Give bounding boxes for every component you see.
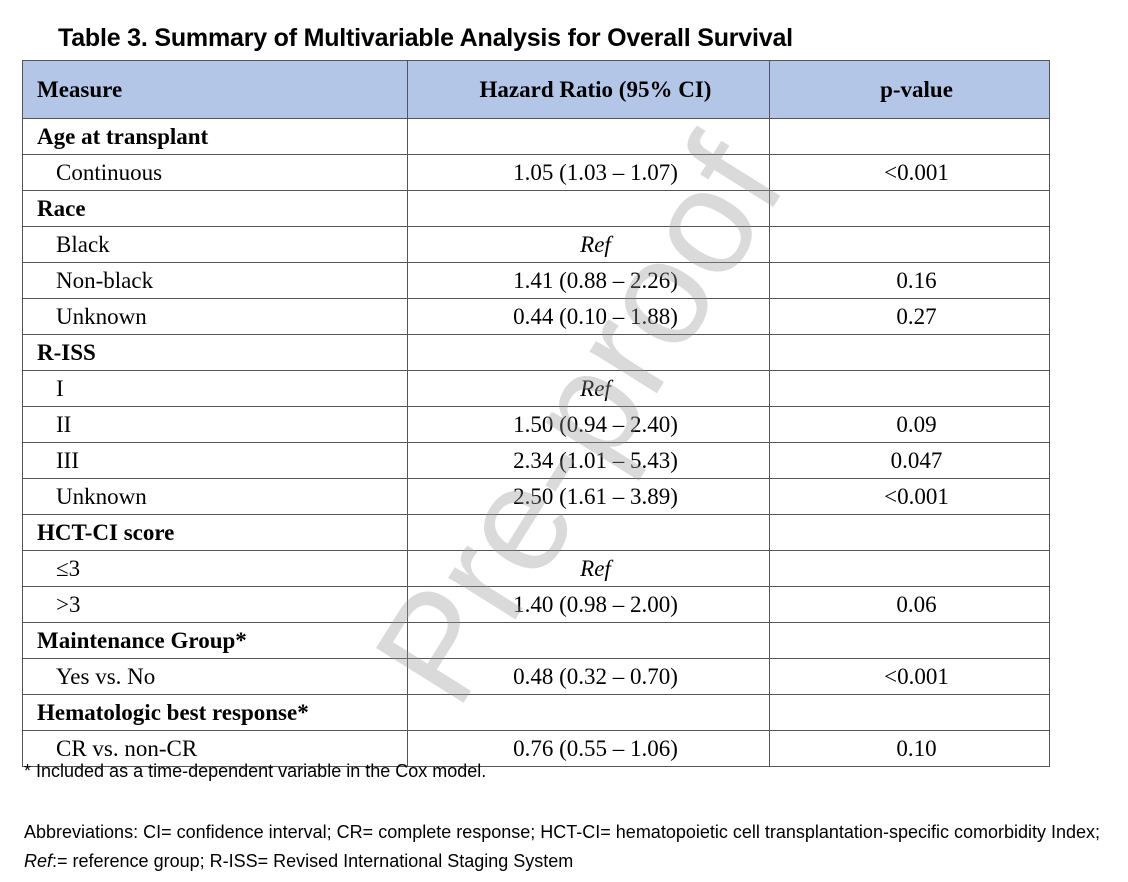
section-row: Maintenance Group* bbox=[22, 622, 1050, 659]
hazard-ratio-cell: 1.41 (0.88 – 2.26) bbox=[407, 262, 770, 299]
table-row: ≤3 Ref bbox=[22, 550, 1050, 587]
table-row: Non-black 1.41 (0.88 – 2.26) 0.16 bbox=[22, 262, 1050, 299]
p-value-cell bbox=[769, 370, 1050, 407]
measure-cell: ≤3 bbox=[22, 550, 408, 587]
summary-table: Measure Hazard Ratio (95% CI) p-value Ag… bbox=[22, 60, 1050, 767]
table-row: III 2.34 (1.01 – 5.43) 0.047 bbox=[22, 442, 1050, 479]
hazard-ratio-cell: Ref bbox=[407, 226, 770, 263]
measure-cell: Non-black bbox=[22, 262, 408, 299]
section-row: HCT-CI score bbox=[22, 514, 1050, 551]
table-title: Table 3. Summary of Multivariable Analys… bbox=[58, 24, 793, 52]
p-value-cell: <0.001 bbox=[769, 154, 1050, 191]
hazard-ratio-cell: 0.76 (0.55 – 1.06) bbox=[407, 730, 770, 767]
table-row: Black Ref bbox=[22, 226, 1050, 263]
column-header-hazard-ratio: Hazard Ratio (95% CI) bbox=[407, 60, 770, 119]
hazard-ratio-cell: 2.50 (1.61 – 3.89) bbox=[407, 478, 770, 515]
p-value-cell: <0.001 bbox=[769, 658, 1050, 695]
hazard-ratio-cell: 1.50 (0.94 – 2.40) bbox=[407, 406, 770, 443]
abbreviations-note: Abbreviations: CI= confidence interval; … bbox=[24, 818, 1114, 876]
section-row: Hematologic best response* bbox=[22, 694, 1050, 731]
section-row: R-ISS bbox=[22, 334, 1050, 371]
p-value-cell: 0.16 bbox=[769, 262, 1050, 299]
column-header-p-value: p-value bbox=[769, 60, 1050, 119]
measure-cell: >3 bbox=[22, 586, 408, 623]
section-row: Age at transplant bbox=[22, 118, 1050, 155]
abbreviations-text-1: : CI= confidence interval; CR= complete … bbox=[133, 822, 1101, 842]
table-row: I Ref bbox=[22, 370, 1050, 407]
hazard-ratio-cell: 2.34 (1.01 – 5.43) bbox=[407, 442, 770, 479]
measure-cell: I bbox=[22, 370, 408, 407]
footnote: * Included as a time-dependent variable … bbox=[24, 761, 487, 781]
measure-cell: Yes vs. No bbox=[22, 658, 408, 695]
p-value-cell bbox=[769, 190, 1050, 227]
measure-cell: Continuous bbox=[22, 154, 408, 191]
p-value-cell: <0.001 bbox=[769, 478, 1050, 515]
p-value-cell: 0.047 bbox=[769, 442, 1050, 479]
p-value-cell bbox=[769, 694, 1050, 731]
measure-cell: CR vs. non-CR bbox=[22, 730, 408, 767]
table-row: Unknown 0.44 (0.10 – 1.88) 0.27 bbox=[22, 298, 1050, 335]
measure-cell: Unknown bbox=[22, 298, 408, 335]
hazard-ratio-cell: 0.44 (0.10 – 1.88) bbox=[407, 298, 770, 335]
table-row: Yes vs. No 0.48 (0.32 – 0.70) <0.001 bbox=[22, 658, 1050, 695]
measure-cell: R-ISS bbox=[22, 334, 408, 371]
p-value-cell bbox=[769, 226, 1050, 263]
p-value-cell: 0.06 bbox=[769, 586, 1050, 623]
hazard-ratio-cell bbox=[407, 622, 770, 659]
p-value-cell: 0.10 bbox=[769, 730, 1050, 767]
abbreviations-text-2: := reference group; R-ISS= Revised Inter… bbox=[52, 851, 574, 871]
table-row: Continuous 1.05 (1.03 – 1.07) <0.001 bbox=[22, 154, 1050, 191]
p-value-cell bbox=[769, 334, 1050, 371]
hazard-ratio-cell: Ref bbox=[407, 370, 770, 407]
header-row: Measure Hazard Ratio (95% CI) p-value bbox=[22, 60, 1050, 119]
table-row: CR vs. non-CR 0.76 (0.55 – 1.06) 0.10 bbox=[22, 730, 1050, 767]
measure-cell: II bbox=[22, 406, 408, 443]
hazard-ratio-cell: 0.48 (0.32 – 0.70) bbox=[407, 658, 770, 695]
table-row: Unknown 2.50 (1.61 – 3.89) <0.001 bbox=[22, 478, 1050, 515]
column-header-measure: Measure bbox=[22, 60, 408, 119]
p-value-cell: 0.27 bbox=[769, 298, 1050, 335]
measure-cell: Hematologic best response* bbox=[22, 694, 408, 731]
measure-cell: Age at transplant bbox=[22, 118, 408, 155]
hazard-ratio-cell: Ref bbox=[407, 550, 770, 587]
abbreviations-ref: Ref bbox=[24, 851, 53, 871]
measure-cell: Black bbox=[22, 226, 408, 263]
hazard-ratio-cell: 1.05 (1.03 – 1.07) bbox=[407, 154, 770, 191]
p-value-cell bbox=[769, 118, 1050, 155]
p-value-cell: 0.09 bbox=[769, 406, 1050, 443]
hazard-ratio-cell bbox=[407, 334, 770, 371]
measure-cell: Race bbox=[22, 190, 408, 227]
p-value-cell bbox=[769, 622, 1050, 659]
measure-cell: Unknown bbox=[22, 478, 408, 515]
table-row: II 1.50 (0.94 – 2.40) 0.09 bbox=[22, 406, 1050, 443]
table-row: >3 1.40 (0.98 – 2.00) 0.06 bbox=[22, 586, 1050, 623]
measure-cell: HCT-CI score bbox=[22, 514, 408, 551]
p-value-cell bbox=[769, 514, 1050, 551]
measure-cell: Maintenance Group* bbox=[22, 622, 408, 659]
hazard-ratio-cell bbox=[407, 694, 770, 731]
measure-cell: III bbox=[22, 442, 408, 479]
table-body: Age at transplant Continuous 1.05 (1.03 – … bbox=[22, 118, 1050, 767]
hazard-ratio-cell bbox=[407, 190, 770, 227]
abbreviations-label: Abbreviations bbox=[24, 822, 134, 842]
p-value-cell bbox=[769, 550, 1050, 587]
hazard-ratio-cell: 1.40 (0.98 – 2.00) bbox=[407, 586, 770, 623]
section-row: Race bbox=[22, 190, 1050, 227]
hazard-ratio-cell bbox=[407, 118, 770, 155]
hazard-ratio-cell bbox=[407, 514, 770, 551]
